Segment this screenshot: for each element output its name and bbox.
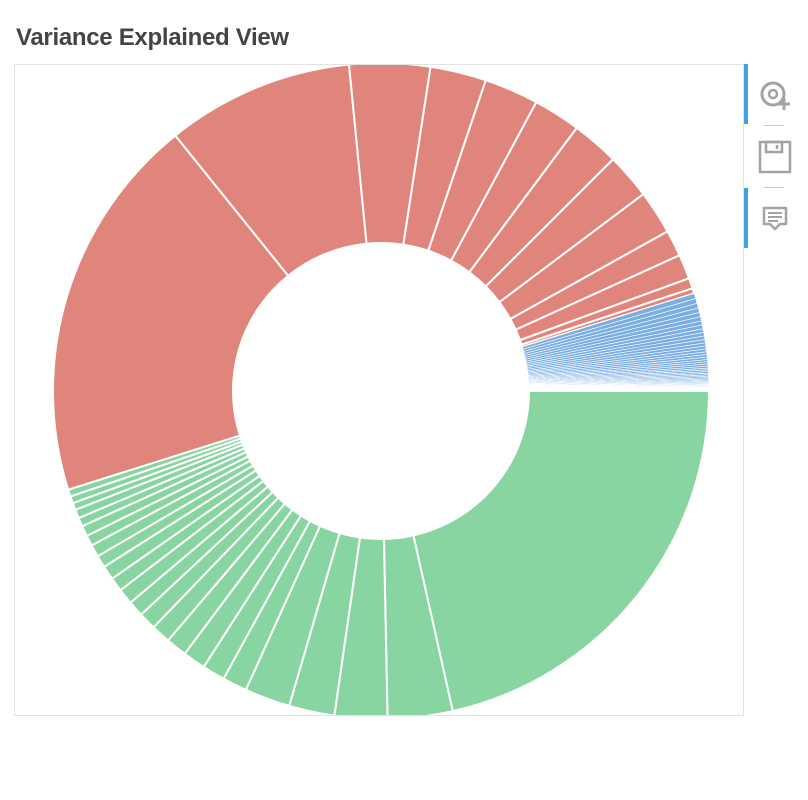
donut-slice-red[interactable] [173, 65, 368, 278]
donut-slice-green[interactable] [412, 390, 711, 713]
donut-slice-red[interactable] [52, 134, 290, 491]
save-tool[interactable] [744, 126, 804, 186]
active-indicator [744, 64, 748, 124]
toolbar-separator [764, 125, 784, 126]
wheel-zoom-icon [760, 81, 790, 110]
donut-chart[interactable] [15, 65, 743, 715]
hover-tooltip-icon [762, 206, 788, 231]
plot-area[interactable] [14, 64, 744, 716]
save-icon [758, 140, 792, 174]
hover-tool[interactable] [744, 188, 804, 248]
toolbar-separator [764, 187, 784, 188]
chart-title: Variance Explained View [16, 24, 289, 51]
toolbar [744, 64, 804, 264]
active-indicator [744, 188, 748, 248]
wheel-zoom-tool[interactable] [744, 64, 804, 124]
